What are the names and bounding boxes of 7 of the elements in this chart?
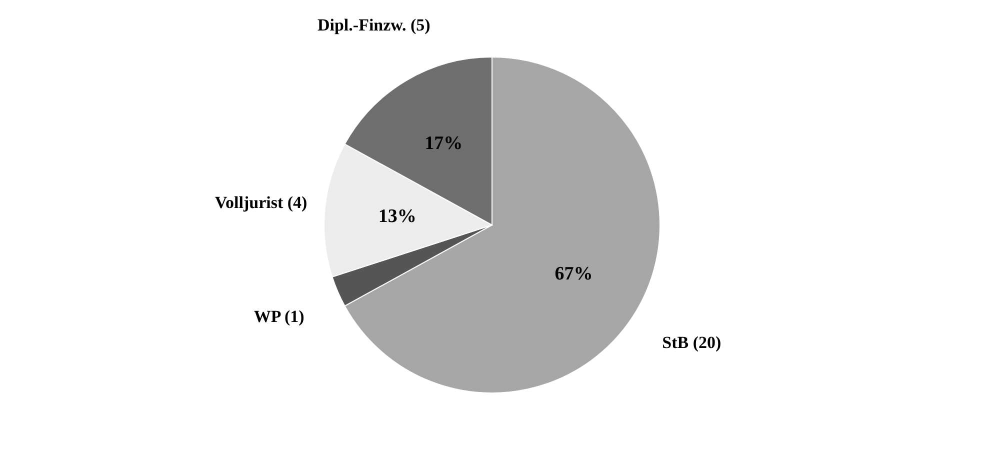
slice-label: Dipl.-Finzw. (5) <box>317 15 430 34</box>
slice-label: Volljurist (4) <box>214 193 308 212</box>
data-label: 17% <box>424 133 463 154</box>
data-label: 67% <box>554 263 593 284</box>
slice-label: WP (1) <box>254 307 304 326</box>
data-label: 13% <box>378 206 416 228</box>
slice-label: StB (20) <box>662 333 722 352</box>
